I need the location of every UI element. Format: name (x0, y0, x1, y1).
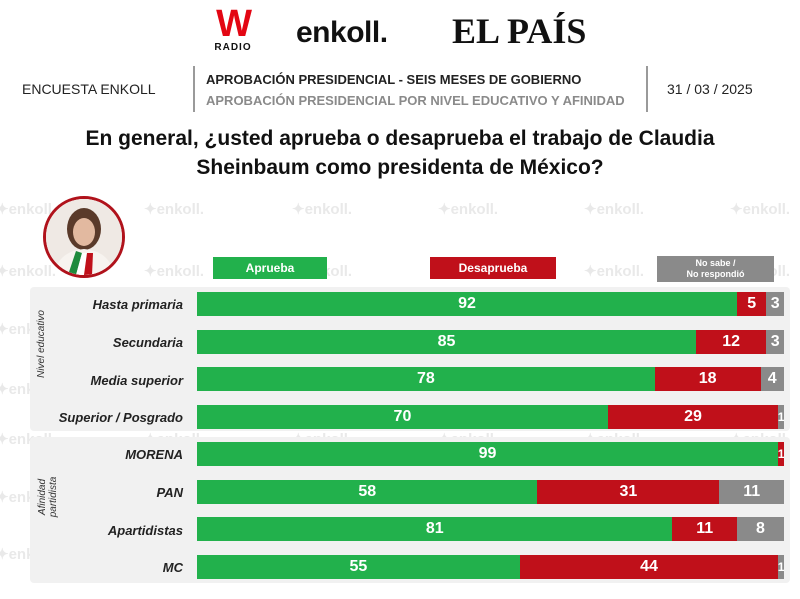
survey-name: ENCUESTA ENKOLL (22, 81, 156, 97)
bar-value-label: 5 (747, 295, 757, 312)
survey-question: En general, ¿usted aprueba o desaprueba … (0, 124, 800, 182)
w-logo-radio: RADIO (214, 42, 252, 53)
bar-value-label: 8 (756, 520, 765, 537)
bar-value-label: 99 (478, 445, 497, 462)
bar-value-label: 1 (777, 560, 785, 574)
row-label-mc: MC (162, 560, 183, 575)
legend-desaprueba: Desaprueba (430, 257, 556, 279)
bar-segment-desaprueba: 29 (607, 405, 779, 429)
bar-segment-desaprueba: 44 (519, 555, 779, 579)
bar-value-label: 92 (458, 295, 476, 312)
bar-segment-aprueba: 81 (197, 517, 673, 541)
bar-value-label: 12 (722, 333, 741, 350)
bar-value-label: 4 (767, 370, 777, 387)
bar-value-label: 11 (743, 483, 761, 500)
bar-value-label: 11 (696, 520, 714, 537)
enkoll-watermark: ✦enkoll. (0, 263, 57, 280)
enkoll-logo: enkoll. (296, 16, 388, 49)
bar-segment-desaprueba: 31 (537, 480, 720, 504)
row-label-superior-posgrado: Superior / Posgrado (58, 410, 183, 425)
question-line-2: Sheinbaum como presidenta de México? (196, 156, 604, 179)
bar-segment-aprueba: 78 (197, 367, 655, 391)
enkoll-watermark: ✦enkoll. (584, 201, 645, 218)
bar-segment-aprueba: 58 (197, 480, 538, 504)
header-divider-right (646, 66, 648, 112)
legend-no-sabe: No sabe / No respondió (657, 256, 774, 282)
bar-segment-desaprueba: 18 (654, 367, 761, 391)
bar-value-label: 3 (770, 333, 780, 350)
bar-value-label: 18 (698, 370, 717, 387)
report-title: APROBACIÓN PRESIDENCIAL - SEIS MESES DE … (206, 72, 582, 87)
bar-segment-desaprueba: 5 (737, 292, 767, 316)
bar-segment-no-sabe: 3 (766, 292, 784, 316)
bar-value-label: 44 (640, 558, 658, 575)
w-logo-letter: W (216, 3, 252, 45)
report-subtitle: APROBACIÓN PRESIDENCIAL POR NIVEL EDUCAT… (206, 93, 625, 108)
w-radio-logo: W RADIO (208, 3, 258, 53)
bar-segment-aprueba: 85 (197, 330, 696, 354)
bar-segment-no-sabe: 3 (766, 330, 784, 354)
row-label-morena: MORENA (125, 447, 183, 462)
bar-segment-aprueba: 70 (197, 405, 608, 429)
row-label-pan: PAN (156, 485, 183, 500)
bar-value-label: 78 (417, 370, 435, 387)
row-label-secundaria: Secundaria (112, 335, 183, 350)
bar-segment-no-sabe: 1 (778, 405, 784, 429)
el-pais-logo: EL PAÍS (452, 11, 587, 51)
legend-no-sabe-line-2: No respondió (686, 269, 745, 279)
bar-segment-desaprueba: 1 (778, 442, 784, 466)
enkoll-watermark: ✦enkoll. (144, 201, 205, 218)
legend-aprueba: Aprueba (213, 257, 327, 279)
enkoll-watermark: ✦enkoll. (292, 201, 353, 218)
bar-segment-no-sabe: 8 (737, 517, 784, 541)
question-line-1: En general, ¿usted aprueba o desaprueba … (85, 127, 715, 150)
row-label-apartidistas: Apartidistas (107, 523, 183, 538)
bar-value-label: 58 (358, 483, 377, 500)
header-divider-left (193, 66, 195, 112)
bar-value-label: 55 (349, 558, 368, 575)
bar-value-label: 70 (393, 408, 412, 425)
bar-segment-desaprueba: 12 (695, 330, 767, 354)
bar-value-label: 31 (619, 483, 638, 500)
bar-segment-no-sabe: 4 (760, 367, 784, 391)
bar-segment-aprueba: 92 (197, 292, 738, 316)
bar-value-label: 81 (425, 520, 444, 537)
enkoll-watermark: ✦enkoll. (144, 263, 205, 280)
portrait-image (46, 199, 122, 275)
row-label-hasta-primaria: Hasta primaria (92, 297, 183, 312)
bar-value-label: 3 (770, 295, 780, 312)
bar-value-label: 1 (777, 410, 785, 424)
enkoll-watermark: ✦enkoll. (584, 263, 645, 280)
bar-value-label: 29 (684, 408, 702, 425)
bar-segment-no-sabe: 1 (778, 555, 784, 579)
bar-segment-aprueba: 55 (197, 555, 520, 579)
bar-value-label: 85 (437, 333, 456, 350)
enkoll-watermark: ✦enkoll. (730, 201, 791, 218)
bar-segment-desaprueba: 11 (672, 517, 738, 541)
enkoll-watermark: ✦enkoll. (438, 201, 499, 218)
bar-value-label: 1 (777, 447, 785, 461)
legend-no-sabe-line-1: No sabe / (695, 258, 736, 268)
report-date: 31 / 03 / 2025 (667, 81, 753, 97)
row-label-media-superior: Media superior (90, 373, 183, 388)
bar-segment-aprueba: 99 (197, 442, 779, 466)
president-avatar (43, 196, 125, 278)
bar-segment-no-sabe: 11 (719, 480, 784, 504)
